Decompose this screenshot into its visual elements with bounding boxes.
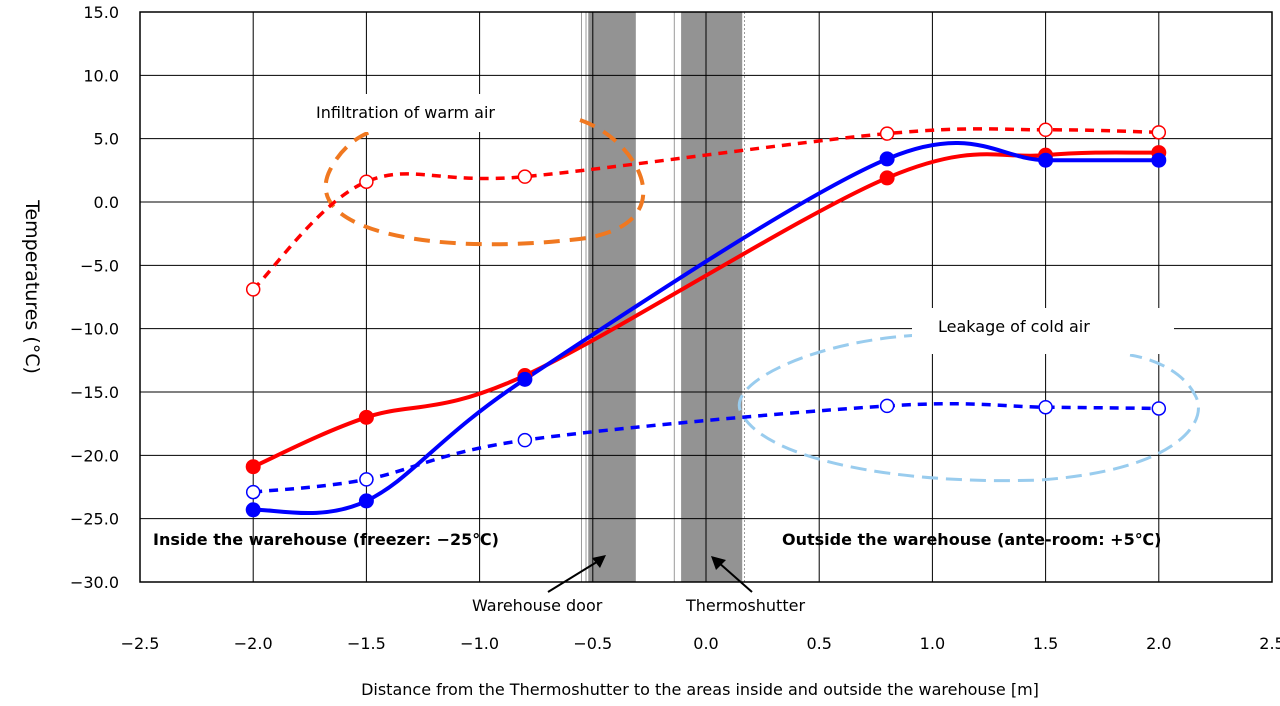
band-thermoshutter — [681, 12, 743, 582]
x-tick-label: 2.5 — [1259, 634, 1280, 653]
band-warehouse-door — [588, 12, 636, 582]
label-thermoshutter: Thermoshutter — [685, 596, 805, 615]
series-2-point — [879, 151, 895, 167]
series-3-point — [517, 169, 533, 184]
series-4-point — [1038, 399, 1053, 415]
annotation-inside: Inside the warehouse (freezer: −25℃) — [153, 530, 499, 549]
infiltration-ellipse — [323, 118, 646, 247]
series-3-point — [359, 174, 374, 189]
x-tick-label: 0.0 — [693, 634, 718, 653]
arrow-warehouse-door — [547, 555, 606, 593]
tick-labels: −2.5 −2.0 −1.5 −1.0 −0.5 0.0 0.5 1.0 1.5 2.0 2.5 15… — [70, 3, 1280, 653]
x-tick-label: −1.0 — [460, 634, 499, 653]
y-axis-label: Temperatures (°C) — [21, 199, 43, 374]
series-4-point — [1151, 401, 1167, 416]
series-2-point — [1038, 152, 1054, 168]
bands-layer — [580, 12, 745, 582]
annotation-outside: Outside the warehouse (ante-room: +5℃) — [782, 530, 1161, 549]
plot-frame — [139, 11, 1273, 583]
series-2-point — [245, 502, 261, 518]
x-axis-label: Distance from the Thermoshutter to the a… — [361, 680, 1039, 699]
series-1-point — [358, 409, 374, 425]
y-tick-label: −30.0 — [70, 573, 119, 592]
y-tick-label: −5.0 — [80, 256, 119, 275]
y-tick-label: −15.0 — [70, 383, 119, 402]
marker-layer — [245, 122, 1167, 518]
series-4-point — [245, 484, 261, 500]
leakage-ellipse — [737, 333, 1200, 483]
x-tick-label: −0.5 — [573, 634, 612, 653]
ellipse-layer — [323, 118, 1200, 483]
annotation-leakage: Leakage of cold air — [938, 317, 1090, 336]
series-2-point — [517, 371, 533, 387]
infiltration-label-bg — [302, 94, 578, 132]
y-tick-label: 0.0 — [94, 193, 119, 212]
x-tick-label: 1.5 — [1033, 634, 1058, 653]
label-warehouse-door: Warehouse door — [472, 596, 603, 615]
series-4-point — [879, 398, 895, 414]
x-tick-label: −2.5 — [121, 634, 160, 653]
y-tick-label: −20.0 — [70, 446, 119, 465]
y-tick-label: −10.0 — [70, 320, 119, 339]
x-tick-label: −2.0 — [234, 634, 273, 653]
x-tick-label: −1.5 — [347, 634, 386, 653]
x-tick-label: 1.0 — [920, 634, 945, 653]
series-4-point — [359, 472, 374, 487]
series-2-point — [358, 493, 374, 509]
series-1-point — [245, 459, 261, 475]
series-3-point — [1038, 122, 1053, 138]
series-3-point — [245, 282, 261, 297]
series-4-point — [517, 432, 533, 448]
series-1-point — [879, 170, 895, 186]
series-3-point — [1151, 125, 1167, 140]
y-tick-label: 15.0 — [83, 3, 119, 22]
x-tick-label: 2.0 — [1146, 634, 1171, 653]
annotation-infiltration: Infiltration of warm air — [316, 103, 495, 122]
y-tick-label: −25.0 — [70, 510, 119, 529]
series-2-point — [1151, 152, 1167, 168]
x-tick-label: 0.5 — [806, 634, 831, 653]
series-3-point — [879, 126, 895, 141]
y-tick-label: 10.0 — [83, 66, 119, 85]
y-tick-label: 5.0 — [94, 130, 119, 149]
leakage-label-bg — [912, 308, 1174, 354]
arrow-thermoshutter — [711, 556, 753, 593]
